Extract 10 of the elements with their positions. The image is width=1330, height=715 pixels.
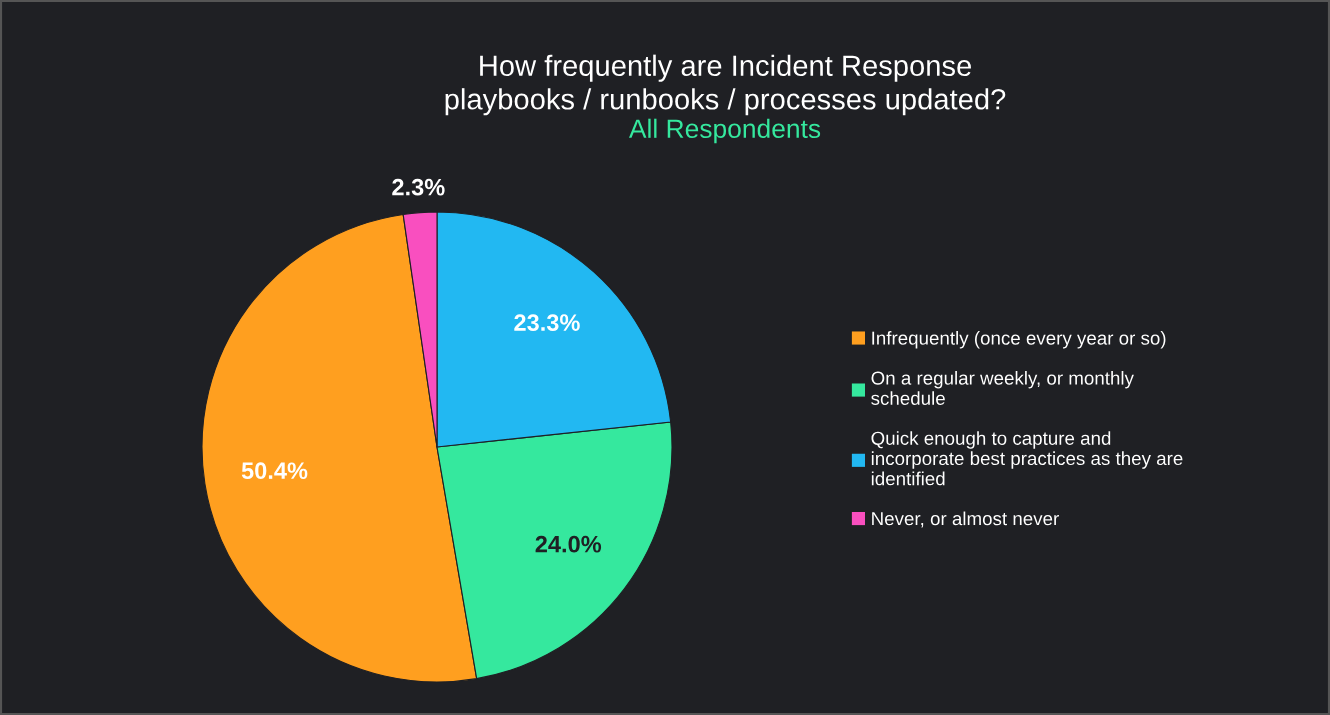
data-label: 24.0% xyxy=(535,535,602,553)
chart-title: How frequently are Incident Response playbooks / runbooks / processes updated? xyxy=(445,54,1006,116)
legend-label: Never, or almost never xyxy=(872,511,1059,528)
legend-label: Infrequently (once every year or so) xyxy=(872,331,1166,349)
data-label: 50.4% xyxy=(241,462,308,480)
data-label: 2.3% xyxy=(392,178,445,196)
legend-label: Quick enough to capture and incorporate best practices as they are identified xyxy=(871,431,1183,486)
data-label: 23.3% xyxy=(514,314,580,332)
legend-label: On a regular weekly, or monthly schedule xyxy=(871,370,1134,405)
chart-subtitle: All Respondents xyxy=(628,118,821,144)
